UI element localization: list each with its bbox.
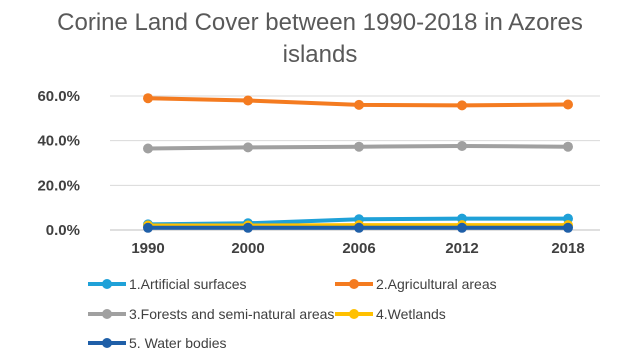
data-point [143,222,153,233]
chart-title-line-1: Corine Land Cover between 1990-2018 in A… [57,9,583,36]
data-point [563,141,573,152]
gridlines [110,95,600,231]
x-tick-label: 2000 [231,240,264,257]
data-point [563,222,573,233]
legend-label: 1.Artificial surfaces [129,276,246,292]
legend-marker [349,309,359,319]
data-point [457,141,467,151]
series-2 [143,93,573,111]
x-tick-label: 1990 [131,240,164,257]
x-tick-label: 2018 [551,240,584,257]
series-lines [143,93,573,233]
chart-title-line-2: islands [283,41,358,68]
data-point [243,142,253,153]
data-point [243,222,253,233]
data-point [354,222,364,233]
data-point [354,99,364,110]
legend-label: 5. Water bodies [129,335,227,351]
legend-item: 4.Wetlands [335,306,446,322]
series-5 [143,222,573,233]
x-axis-ticks: 1990 2000 2006 2012 2018 [131,240,584,257]
y-tick-label: 0.0% [46,222,80,239]
legend-item: 3.Forests and semi-natural areas [88,306,334,322]
legend-marker [102,309,112,319]
data-point [457,100,467,111]
legend-label: 3.Forests and semi-natural areas [129,306,334,322]
legend-marker [349,279,359,289]
legend: 1.Artificial surfaces 2.Agricultural area… [88,276,497,351]
x-tick-label: 2012 [445,240,478,257]
data-point [143,143,153,154]
chart-title: Corine Land Cover between 1990-2018 in A… [57,9,583,68]
data-point [143,93,153,104]
data-point [563,99,573,110]
data-point [243,95,253,106]
legend-label: 2.Agricultural areas [376,276,497,292]
y-tick-label: 60.0% [37,88,80,105]
y-tick-label: 20.0% [37,177,80,194]
series-3 [143,141,573,154]
data-point [457,222,467,233]
x-tick-label: 2006 [342,240,375,257]
y-tick-label: 40.0% [37,133,80,150]
y-axis-ticks: 0.0% 20.0% 40.0% 60.0% [37,88,80,239]
legend-marker [102,279,112,289]
legend-item: 5. Water bodies [88,335,227,351]
legend-item: 1.Artificial surfaces [88,276,246,292]
legend-marker [102,338,112,348]
legend-item: 2.Agricultural areas [335,276,497,292]
data-point [354,141,364,152]
legend-label: 4.Wetlands [376,306,446,322]
